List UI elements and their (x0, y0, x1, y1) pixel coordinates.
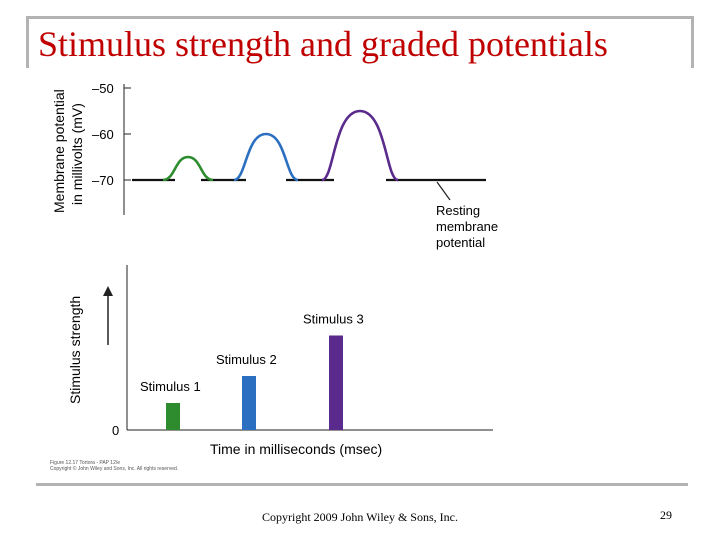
resting-annotation-line1: Resting (436, 203, 480, 218)
slide-title: Stimulus strength and graded potentials (38, 24, 608, 64)
stimulus-bar (166, 403, 180, 430)
footer-copyright: Copyright 2009 John Wiley & Sons, Inc. (262, 510, 458, 524)
bottom-ylabel: Stimulus strength (67, 296, 83, 404)
bottom-xlabel: Time in milliseconds (msec) (210, 441, 382, 457)
page-number: 29 (660, 508, 672, 522)
graded-potential-curve (162, 155, 214, 182)
top-ylabel-line1: Membrane potential (51, 89, 67, 213)
resting-annotation-line2: membrane (436, 219, 498, 234)
top-ytick-label: –50 (92, 81, 114, 96)
slide-frame-top (26, 16, 694, 19)
resting-annotation-line3: potential (436, 235, 485, 250)
graded-potential-curve (321, 109, 399, 182)
graded-potential-curve (233, 132, 299, 182)
stimulus-bar (329, 335, 343, 430)
slide-frame-bottom (36, 483, 688, 486)
top-ylabel-line2: in millivolts (mV) (69, 103, 85, 205)
slide-frame-right (691, 16, 694, 68)
stimulus-strength-chart: Stimulus strength 0 Time in milliseconds… (67, 265, 493, 457)
slide-frame-left (26, 16, 29, 68)
stimulus-bar-label: Stimulus 2 (216, 352, 277, 367)
membrane-potential-chart: Membrane potential in millivolts (mV) –5… (51, 81, 498, 250)
top-ytick-label: –60 (92, 127, 114, 142)
figure-caption: Figure 12.17 Tortora - PAP 12/e Copyrigh… (50, 460, 178, 472)
stimulus-bar (242, 376, 256, 430)
bottom-zero-label: 0 (112, 423, 119, 438)
resting-pointer-line (436, 181, 451, 201)
y-arrow-head-icon (103, 286, 113, 296)
figure-caption-line1: Figure 12.17 Tortora - PAP 12/e (50, 460, 121, 466)
stimulus-bar-label: Stimulus 1 (140, 379, 201, 394)
figure-caption-line2: Copyright © John Wiley and Sons, Inc. Al… (50, 466, 179, 472)
stimulus-bar-label: Stimulus 3 (303, 312, 364, 327)
top-ytick-label: –70 (92, 173, 114, 188)
